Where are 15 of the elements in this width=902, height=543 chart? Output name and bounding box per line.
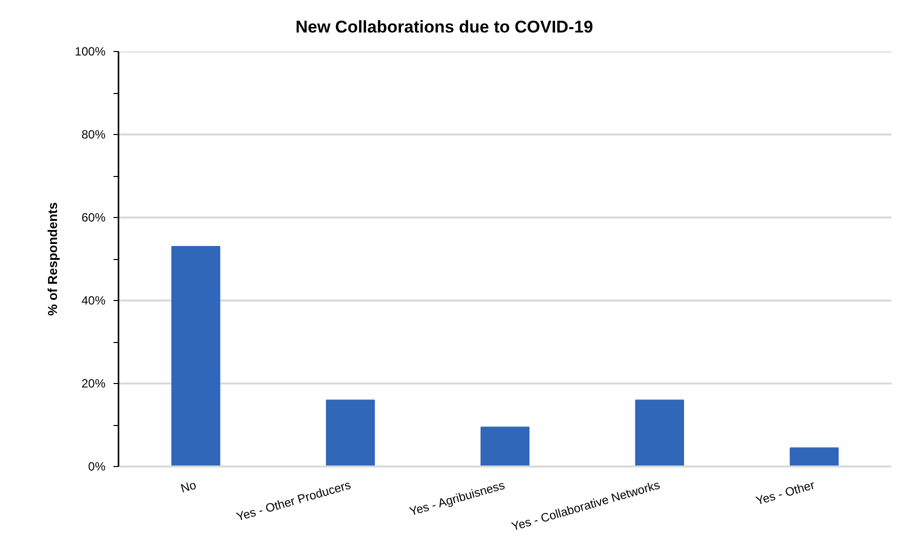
x-tick-label: No	[179, 478, 198, 496]
bar	[635, 400, 684, 466]
y-tick-label: 40%	[81, 294, 106, 308]
bar	[171, 246, 220, 466]
chart-title: New Collaborations due to COVID-19	[296, 18, 594, 36]
y-tick-label: 80%	[81, 128, 106, 142]
y-tick-label: 20%	[81, 376, 106, 390]
y-tick-label: 100%	[74, 44, 106, 58]
bar	[790, 447, 839, 466]
bar	[326, 400, 375, 466]
x-tick-label: Yes - Other	[754, 478, 816, 508]
y-axis-title: % of Respondents	[44, 202, 60, 316]
y-tick-label: 0%	[88, 460, 106, 474]
y-tick-label: 60%	[81, 210, 106, 224]
bar	[480, 426, 530, 466]
